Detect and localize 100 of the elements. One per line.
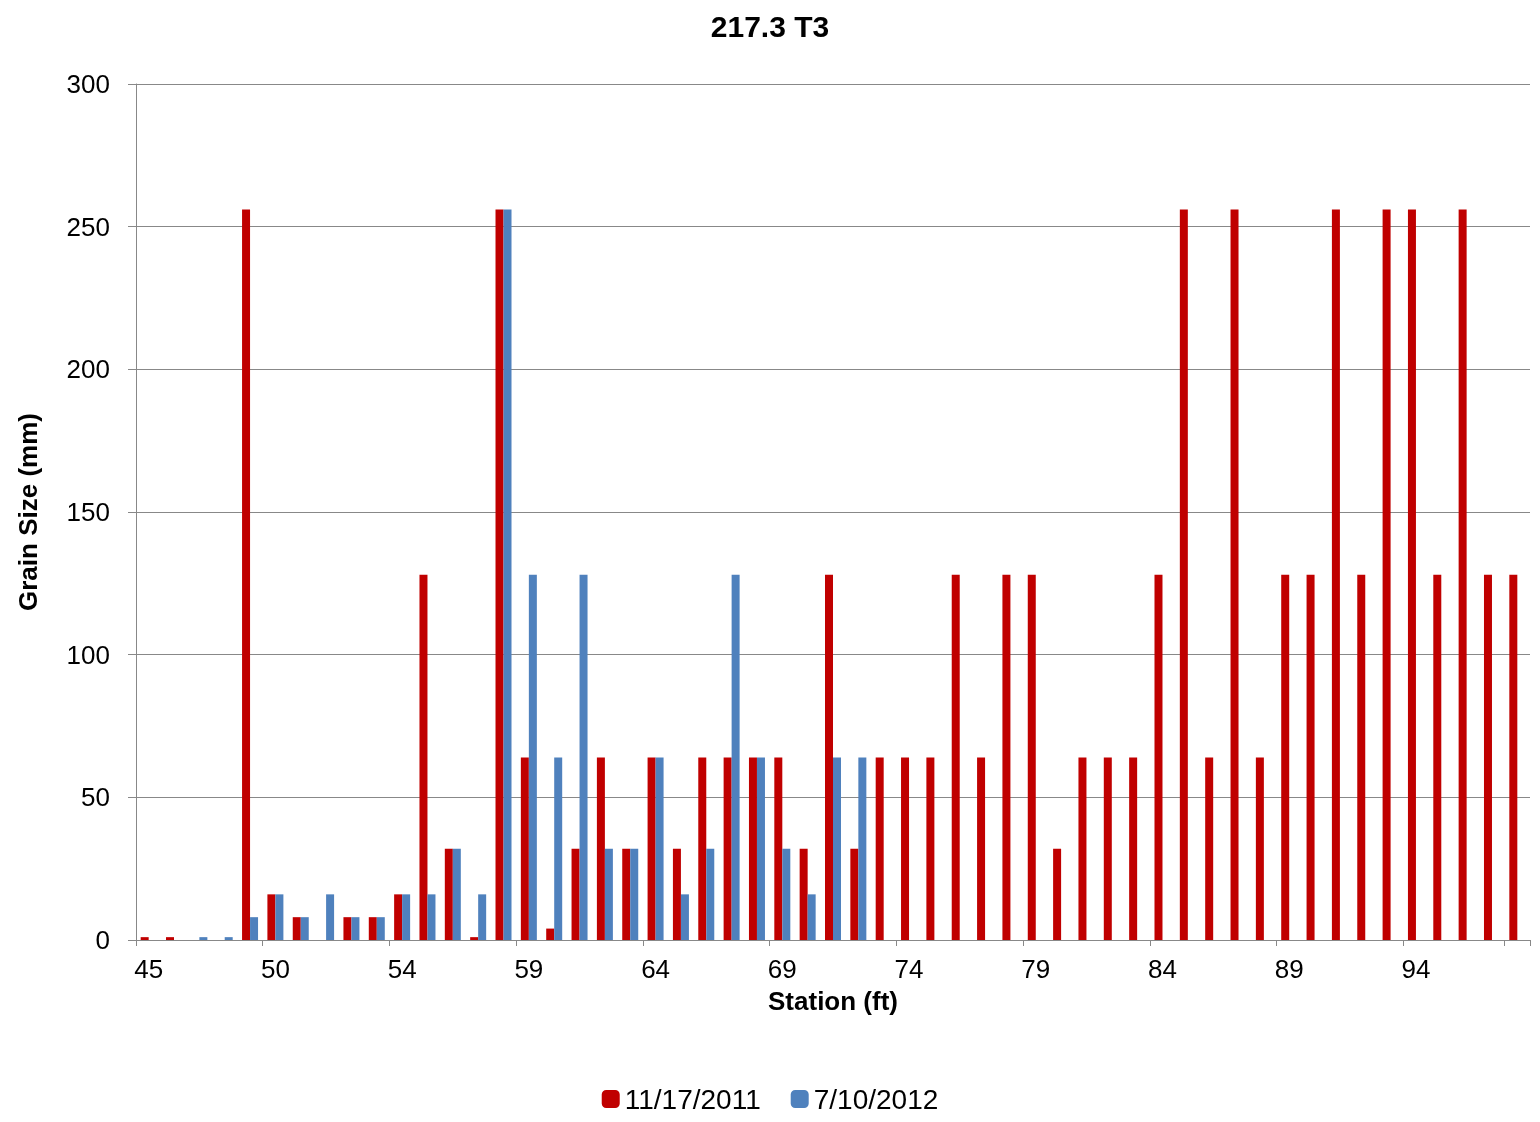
bar	[951, 574, 960, 940]
x-tick-label: 50	[260, 954, 290, 984]
bar	[1509, 574, 1518, 940]
bar	[647, 757, 656, 940]
chart-title: 217.3 T3	[710, 9, 830, 43]
y-tick-label: 300	[66, 69, 110, 99]
x-tick-label: 74	[894, 954, 924, 984]
y-tick-label: 250	[66, 211, 110, 242]
bar	[1179, 209, 1188, 940]
bar	[1103, 757, 1112, 940]
x-tick-label: 79	[1021, 954, 1051, 984]
bar	[825, 574, 833, 940]
bar	[478, 894, 487, 940]
bar	[756, 757, 765, 940]
bar	[402, 894, 411, 940]
y-tick-label: 0	[95, 925, 110, 955]
bar	[723, 757, 732, 940]
bar	[1002, 574, 1011, 940]
bar	[1230, 209, 1239, 940]
bar	[630, 848, 639, 940]
bar	[444, 848, 453, 940]
bar	[1154, 574, 1163, 940]
y-axis-title: Grain Size (mm)	[13, 413, 43, 611]
bar	[926, 757, 935, 940]
bar	[1053, 848, 1062, 940]
bar	[503, 209, 512, 940]
bar	[368, 917, 377, 940]
bar	[554, 757, 563, 940]
legend-label: 11/17/2011	[624, 1083, 761, 1115]
x-axis-title: Station (ft)	[768, 986, 898, 1016]
bar	[166, 937, 175, 940]
bar	[427, 894, 436, 940]
bar	[351, 917, 360, 940]
x-tick-label: 59	[514, 954, 544, 984]
bar	[1306, 574, 1315, 940]
bar	[655, 757, 664, 940]
bar	[300, 917, 309, 940]
bar	[706, 848, 715, 940]
x-tick-label: 94	[1401, 954, 1431, 984]
y-tick-label: 50	[81, 782, 110, 813]
bar	[343, 917, 352, 940]
bar	[850, 848, 859, 940]
bar	[748, 757, 757, 940]
bar	[275, 894, 284, 940]
bar	[1331, 209, 1340, 940]
bar	[419, 574, 428, 940]
bar	[596, 757, 605, 940]
bar	[376, 917, 385, 940]
bar	[292, 917, 301, 940]
bar	[901, 757, 910, 940]
bar	[495, 209, 504, 940]
bar	[672, 848, 681, 940]
bar	[224, 937, 233, 940]
bar	[571, 848, 580, 940]
bar	[1382, 209, 1391, 940]
bar	[622, 848, 631, 940]
bar	[1458, 209, 1467, 940]
bar	[1483, 574, 1492, 940]
bar	[1027, 574, 1036, 940]
bar	[1407, 209, 1416, 940]
x-tick-label: 45	[134, 954, 164, 984]
y-tick-label: 150	[66, 497, 110, 527]
y-tick-label: 200	[66, 354, 110, 385]
bar	[546, 928, 555, 940]
bar	[698, 757, 707, 940]
x-tick-label: 84	[1148, 954, 1177, 984]
bar	[199, 937, 208, 940]
y-tick-label: 100	[66, 639, 110, 670]
bar	[1357, 574, 1366, 940]
bar	[1433, 574, 1442, 940]
legend-label: 7/10/2012	[813, 1083, 939, 1115]
bar	[807, 894, 816, 940]
bar	[140, 937, 149, 940]
bar	[799, 848, 808, 940]
bar	[604, 848, 613, 940]
bar	[875, 757, 884, 940]
x-tick-label: 69	[767, 954, 797, 984]
bar	[520, 757, 529, 940]
bar	[267, 894, 276, 940]
bar	[833, 757, 841, 940]
bar	[1255, 757, 1264, 940]
bar	[1205, 757, 1214, 940]
bar	[579, 574, 588, 940]
bar	[1129, 757, 1138, 940]
bar	[858, 757, 867, 940]
bar	[242, 209, 251, 940]
bar	[1078, 757, 1087, 940]
bar	[528, 574, 537, 940]
bar	[774, 757, 783, 940]
bar	[250, 917, 259, 940]
bar	[782, 848, 791, 940]
x-tick-label: 64	[641, 954, 671, 984]
bar	[731, 574, 740, 940]
bar	[394, 894, 403, 940]
bar	[452, 848, 461, 940]
bar	[1281, 574, 1290, 940]
x-tick-label: 89	[1274, 954, 1304, 984]
x-tick-label: 54	[387, 954, 417, 984]
bar	[680, 894, 689, 940]
bar	[977, 757, 986, 940]
